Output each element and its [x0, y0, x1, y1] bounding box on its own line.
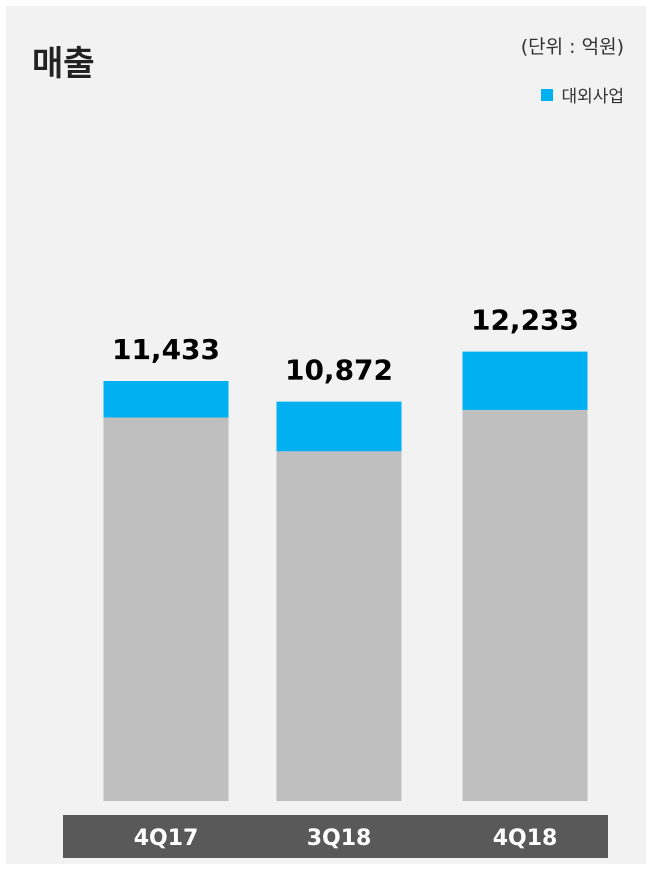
- legend-label-external-business: 대외사업: [561, 87, 624, 107]
- bar-3q18-other: [276, 451, 402, 801]
- category-label-3q18: 3Q18: [307, 826, 372, 851]
- total-label-4q17: 11,433: [112, 333, 220, 366]
- category-label-4q17: 4Q17: [134, 826, 199, 851]
- legend: 대외사업: [541, 82, 624, 107]
- unit-label: (단위 : 억원): [520, 36, 624, 58]
- bar-4q17-external-business: [103, 381, 229, 418]
- category-label-4q18: 4Q18: [493, 826, 558, 851]
- x-axis-band: [63, 815, 608, 858]
- total-label-4q18: 12,233: [471, 304, 579, 337]
- bar-3q18-external-business: [276, 401, 402, 452]
- legend-swatch-external-business: [541, 88, 554, 101]
- total-label-3q18: 10,872: [285, 354, 393, 387]
- chart-title: 매출: [32, 44, 95, 84]
- bar-4q18-other: [462, 409, 588, 801]
- bar-4q17-other: [103, 417, 229, 801]
- bar-4q18-external-business: [462, 351, 588, 410]
